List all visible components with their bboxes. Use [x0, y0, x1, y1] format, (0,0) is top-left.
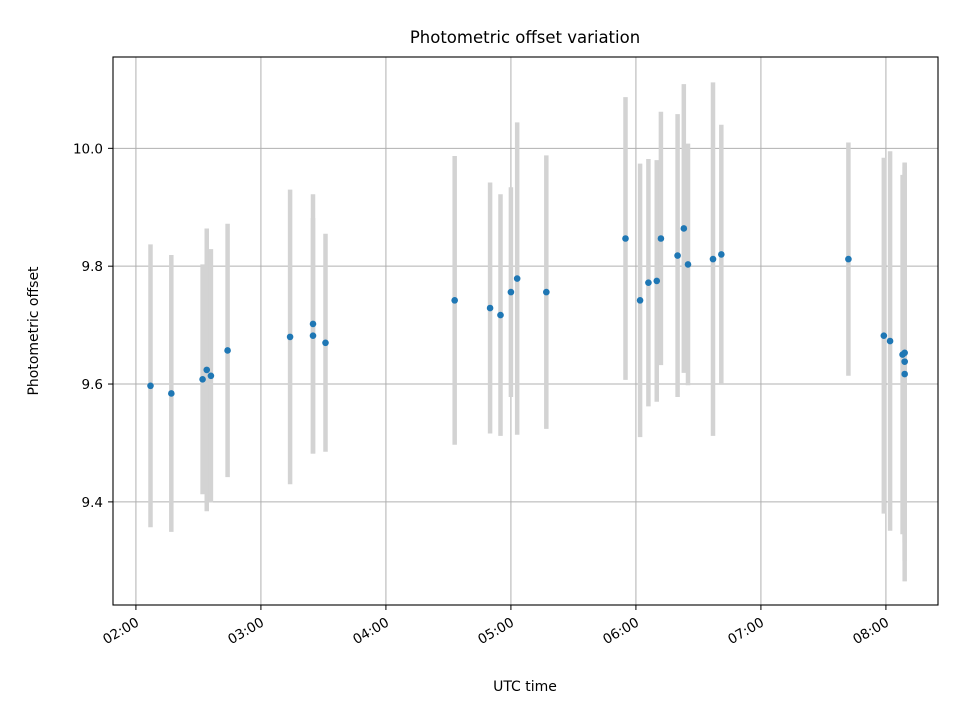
plot-frame [112, 56, 939, 606]
data-point [543, 288, 550, 296]
data-point [709, 255, 717, 263]
data-point [309, 332, 317, 340]
chart-title: Photometric offset variation [410, 28, 640, 47]
data-point [199, 376, 206, 383]
data-point [886, 337, 894, 345]
data-point [513, 275, 521, 282]
data-point [901, 358, 908, 365]
data-point [645, 279, 652, 286]
data-point [286, 333, 294, 341]
y-tick-label: 9.6 [82, 377, 103, 393]
data-point [880, 332, 888, 340]
data-point [901, 349, 908, 357]
data-point [657, 235, 665, 242]
data-point [507, 288, 515, 296]
data-point [203, 366, 211, 374]
data-point [653, 277, 661, 285]
data-point [497, 311, 504, 319]
data-point [684, 261, 692, 268]
data-point [622, 235, 629, 242]
data-point [636, 297, 644, 304]
x-axis-label: UTC time [493, 679, 557, 695]
data-point [168, 390, 175, 397]
data-point [674, 252, 681, 259]
data-point [207, 372, 215, 380]
data-point [845, 255, 852, 263]
data-point [718, 251, 725, 258]
y-tick-label: 9.8 [82, 259, 103, 275]
grid [113, 57, 938, 605]
data-point [901, 370, 908, 378]
data-point [680, 225, 688, 232]
y-axis: 9.4 9.6 9.8 10.0 [73, 141, 113, 511]
y-axis-label: Photometric offset [26, 266, 42, 396]
y-tick-label: 10.0 [73, 141, 103, 157]
y-tick-label: 9.4 [82, 495, 103, 511]
data-point [224, 347, 231, 354]
data-point [147, 382, 154, 390]
data-points [147, 225, 908, 397]
data-point [451, 297, 458, 304]
data-point [309, 320, 317, 328]
data-point [486, 304, 494, 312]
data-point [322, 339, 329, 347]
